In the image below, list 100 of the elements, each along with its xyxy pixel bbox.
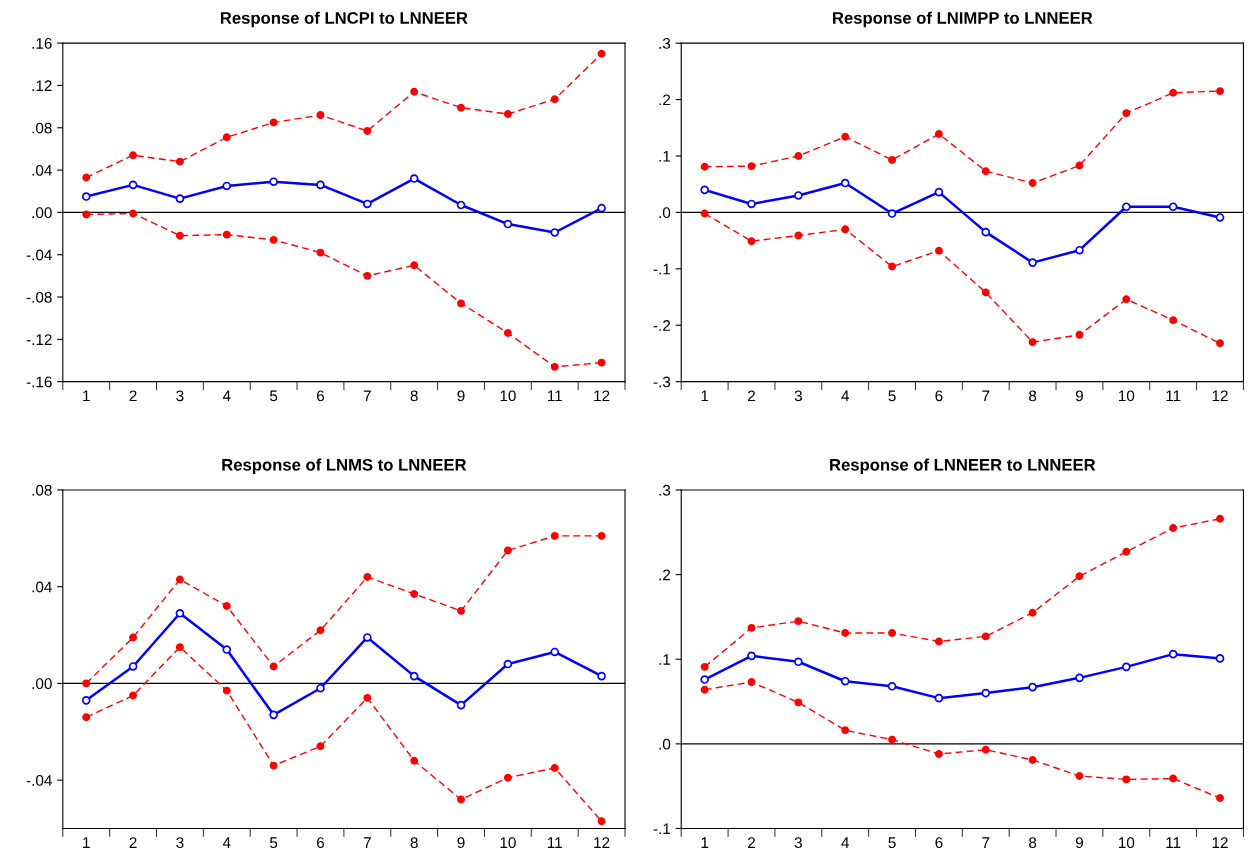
x-tick-label: 11: [547, 390, 562, 402]
point: [503, 546, 512, 555]
point: [747, 199, 756, 209]
point: [457, 103, 465, 112]
y-tick-label: -.12: [26, 334, 52, 345]
point: [597, 203, 606, 213]
x-tick-label: 10: [1118, 390, 1135, 402]
x-tick-label: 8: [410, 837, 418, 849]
x-tick-label: 7: [363, 390, 371, 402]
point: [550, 764, 559, 772]
point: [269, 710, 278, 720]
y-tick-label: .00: [32, 678, 52, 690]
point: [129, 633, 138, 642]
x-tick-label: 9: [1075, 837, 1083, 849]
point: [269, 118, 278, 127]
y-tick-label: .3: [659, 38, 671, 49]
point: [269, 761, 278, 770]
point: [550, 531, 559, 540]
point: [175, 194, 185, 203]
point: [316, 683, 325, 693]
point: [175, 231, 184, 240]
point: [1216, 87, 1224, 96]
point: [747, 237, 756, 246]
y-tick-label: .16: [32, 38, 52, 49]
x-tick-label: 6: [317, 837, 325, 849]
point: [1216, 794, 1224, 802]
y-tick-label: .08: [32, 484, 52, 496]
point: [503, 219, 513, 229]
point: [129, 151, 138, 160]
point: [700, 675, 709, 684]
point: [888, 735, 897, 744]
x-tick-label: 7: [363, 837, 371, 848]
x-tick-label: 10: [1118, 837, 1135, 849]
x-tick-label: 1: [701, 837, 709, 848]
y-tick-label: .04: [32, 581, 52, 593]
y-tick-label: .04: [32, 164, 52, 176]
point: [222, 230, 231, 239]
x-tick-label: 8: [1029, 837, 1037, 849]
point: [175, 643, 184, 652]
y-tick-label: -.08: [26, 291, 52, 303]
x-tick-label: 4: [222, 837, 231, 848]
point: [934, 693, 944, 703]
point: [1168, 649, 1178, 659]
x-tick-label: 2: [748, 837, 755, 848]
point: [129, 209, 138, 218]
point: [1216, 514, 1224, 523]
y-tick-label: -.04: [26, 249, 52, 261]
point: [841, 132, 850, 141]
point: [456, 200, 466, 210]
point: [597, 358, 606, 367]
point: [316, 180, 325, 190]
point: [888, 155, 897, 164]
x-tick-label: 12: [594, 390, 610, 402]
point: [1169, 774, 1178, 783]
chart-title: Response of LNMS to LNNEER: [222, 458, 467, 474]
point: [934, 750, 943, 758]
point: [1169, 524, 1178, 533]
point: [222, 602, 231, 610]
x-tick-label: 2: [748, 390, 755, 402]
point: [1122, 202, 1131, 212]
y-tick-label: -.1: [653, 263, 671, 275]
x-tick-label: 2: [129, 837, 137, 848]
point: [222, 686, 231, 695]
x-tick-label: 11: [1166, 837, 1181, 848]
point: [1169, 88, 1178, 97]
point: [841, 225, 850, 234]
point: [841, 629, 850, 637]
x-tick-label: 6: [935, 837, 943, 849]
point: [503, 659, 513, 669]
x-tick-label: 6: [317, 390, 325, 402]
x-tick-label: 12: [1212, 390, 1228, 402]
x-tick-label: 8: [1029, 390, 1037, 402]
x-tick-label: 11: [1166, 390, 1181, 402]
y-tick-label: -.3: [653, 376, 671, 388]
point: [1122, 775, 1131, 784]
point: [550, 647, 560, 657]
y-tick-label: .0: [659, 207, 671, 219]
point: [1075, 330, 1084, 339]
point: [457, 606, 465, 615]
point: [1075, 673, 1084, 683]
x-tick-label: 1: [83, 390, 90, 402]
point: [934, 637, 943, 646]
point: [747, 678, 756, 687]
point: [794, 617, 803, 626]
point: [747, 651, 756, 661]
point: [1122, 662, 1131, 672]
point: [269, 235, 278, 244]
x-tick-label: 7: [982, 837, 990, 848]
point: [794, 698, 803, 707]
point: [1028, 755, 1037, 764]
point: [550, 95, 559, 104]
point: [1169, 316, 1178, 325]
point: [269, 662, 278, 671]
point: [597, 817, 606, 826]
point: [82, 713, 91, 722]
point: [700, 162, 709, 171]
point: [82, 679, 91, 688]
point: [887, 209, 897, 218]
x-tick-label: 8: [410, 390, 418, 402]
point: [457, 795, 465, 804]
